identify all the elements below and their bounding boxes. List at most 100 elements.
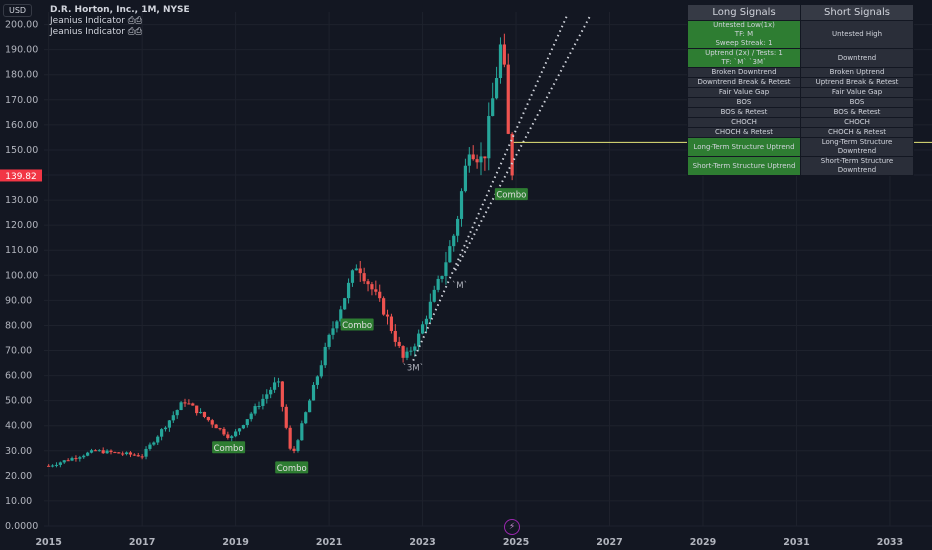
candle-body	[54, 464, 59, 466]
signals-row: Fair Value Gap Fair Value Gap	[687, 87, 914, 98]
short-signals-header: Short Signals	[800, 4, 914, 21]
candle-body	[132, 454, 136, 456]
candle-body	[413, 346, 417, 351]
long-signal-cell: CHOCH & Retest	[687, 127, 801, 138]
candle-body	[237, 428, 242, 432]
candle-body	[113, 452, 117, 454]
candle-body	[284, 406, 288, 428]
y-tick-label: 40.00	[5, 421, 32, 432]
candle-body	[105, 450, 109, 454]
candle-body	[358, 268, 362, 274]
currency-button[interactable]: USD	[3, 4, 33, 17]
y-tick-label: 150.00	[5, 145, 38, 156]
short-signal-cell: Uptrend Break & Retest	[800, 77, 914, 88]
candle-body	[140, 456, 144, 458]
candle-body	[304, 412, 308, 424]
candle-body	[206, 416, 210, 421]
candle-body	[257, 405, 261, 407]
indicator-legend-1[interactable]: Jeanius Indicator ⎙⎙	[50, 16, 143, 26]
candle-body	[210, 420, 214, 425]
signals-row: CHOCH & Retest CHOCH & Retest	[687, 127, 914, 138]
candle-body	[269, 389, 273, 395]
short-signal-cell: BOS	[800, 97, 914, 108]
candle-body	[292, 448, 296, 452]
candle-body	[420, 324, 425, 334]
y-tick-label: 70.00	[5, 346, 32, 357]
candle-body	[374, 289, 378, 292]
candle-body	[89, 450, 94, 453]
candle-body	[393, 330, 397, 342]
candle-body	[280, 381, 284, 407]
candle-body	[82, 455, 86, 458]
indicator-legend-2[interactable]: Jeanius Indicator ⎙⎙	[50, 27, 143, 37]
candle-body	[152, 442, 156, 445]
lightning-icon[interactable]: ⚡	[504, 519, 520, 535]
candle-body	[226, 434, 230, 438]
candle-body	[424, 318, 429, 325]
combo-label-bg	[212, 441, 246, 454]
short-signal-cell: BOS & Retest	[800, 107, 914, 118]
y-tick-label: 80.00	[5, 320, 32, 331]
candle-body	[382, 298, 386, 315]
last-price-label: 139.82	[5, 172, 37, 182]
candle-body	[288, 427, 292, 449]
candle-body	[198, 411, 203, 414]
short-signal-cell: Fair Value Gap	[800, 87, 914, 98]
chart-header: D.R. Horton, Inc., 1M, NYSE Jeanius Indi…	[50, 5, 190, 38]
x-tick-label: 2021	[316, 537, 342, 548]
candle-body	[144, 448, 148, 457]
candle-body	[502, 44, 506, 65]
candle-body	[346, 282, 351, 299]
candle-body	[385, 314, 390, 317]
y-tick-label: 60.00	[5, 371, 32, 382]
candle-body	[506, 64, 510, 134]
candle-body	[300, 423, 304, 441]
candle-body	[463, 165, 468, 192]
candle-body	[230, 436, 234, 438]
candle-body	[370, 284, 374, 290]
candle-body	[475, 159, 479, 163]
candle-body	[101, 450, 105, 454]
combo-label-bg	[494, 188, 528, 201]
candle-body	[498, 44, 503, 78]
candle-body	[467, 154, 471, 166]
y-tick-label: 170.00	[5, 95, 38, 106]
candle-body	[214, 424, 218, 429]
candle-body	[47, 465, 51, 467]
candle-body	[163, 427, 168, 430]
candle-body	[272, 382, 277, 390]
x-tick-label: 2025	[503, 537, 529, 548]
candle-body	[405, 351, 409, 358]
short-signal-cell: Broken Uptrend	[800, 67, 914, 78]
candle-body	[308, 400, 312, 413]
signals-row: Long-Term Structure Uptrend Long-Term Str…	[687, 137, 914, 157]
signals-row: Untested Low(1x) TF: M Sweep Streak: 1 Un…	[687, 20, 914, 49]
y-tick-label: 110.00	[5, 245, 38, 256]
y-tick-label: 10.00	[5, 496, 32, 507]
candle-body	[323, 346, 327, 366]
candle-body	[117, 452, 121, 454]
x-tick-label: 2023	[409, 537, 435, 548]
candle-body	[66, 460, 70, 462]
candle-body	[440, 276, 444, 279]
candle-body	[343, 298, 347, 310]
candle-body	[483, 156, 487, 159]
y-tick-label: 100.00	[5, 270, 38, 281]
combo-label: Combo	[214, 444, 244, 454]
x-tick-label: 2033	[877, 537, 903, 548]
candle-body	[444, 262, 448, 277]
candle-body	[171, 415, 175, 421]
candle-body	[191, 403, 195, 406]
signals-row: CHOCH CHOCH	[687, 117, 914, 128]
candle-body	[397, 341, 401, 347]
short-signal-cell: Downtrend	[800, 48, 914, 68]
candle-body	[432, 289, 436, 302]
candle-body	[401, 346, 405, 358]
y-tick-label: 200.00	[5, 20, 38, 31]
long-signal-cell: Long-Term Structure Uptrend	[687, 137, 801, 157]
signals-row: Uptrend (2x) / Tests: 1 TF: `M` `3M` Down…	[687, 48, 914, 68]
candle-body	[175, 410, 179, 416]
y-tick-label: 0.0000	[5, 521, 38, 532]
candle-body	[249, 413, 253, 420]
candle-body	[354, 268, 358, 271]
